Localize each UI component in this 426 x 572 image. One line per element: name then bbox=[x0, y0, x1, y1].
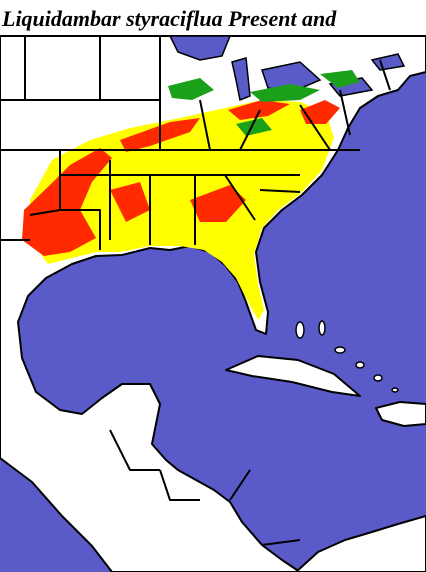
country-borders bbox=[109, 429, 301, 546]
title-band bbox=[0, 0, 426, 36]
cuba bbox=[225, 355, 361, 397]
state-borders bbox=[0, 36, 391, 250]
bahamas bbox=[295, 320, 399, 393]
central-america-land bbox=[295, 515, 426, 572]
map-title: Liquidambar styraciflua Present and bbox=[1, 6, 337, 31]
range-green bbox=[168, 70, 360, 136]
hispaniola bbox=[375, 401, 426, 427]
